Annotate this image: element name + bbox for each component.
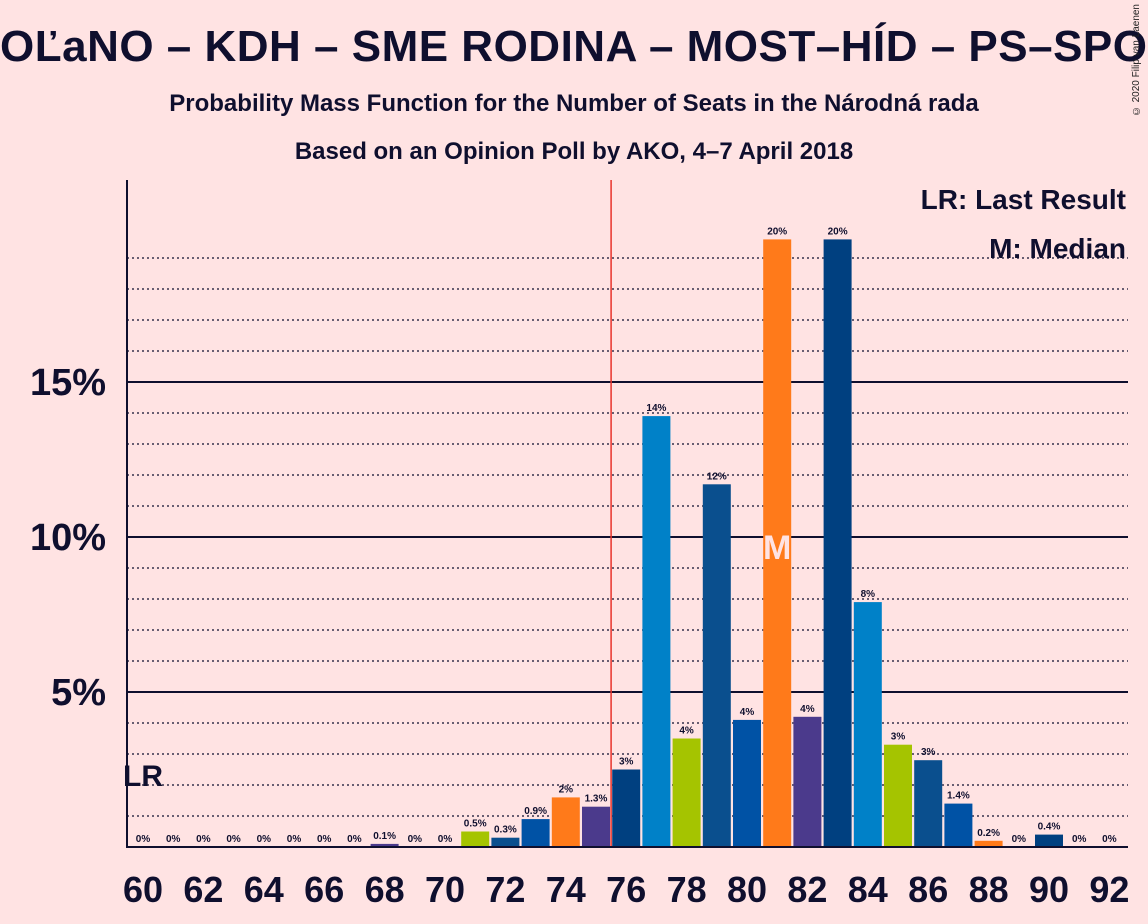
- bar-value-label: 1.3%: [585, 794, 608, 805]
- bar-value-label: 3%: [891, 732, 906, 743]
- bar-seat-78: [672, 738, 701, 847]
- median-marker: M: [763, 529, 791, 567]
- bar-value-label: 0%: [257, 834, 272, 845]
- x-tick-label: 82: [787, 869, 827, 910]
- bar-seat-85: [884, 744, 912, 847]
- bar-value-label: 4%: [679, 726, 694, 737]
- bar-value-label: 4%: [740, 707, 755, 718]
- bar-seat-79: [702, 484, 731, 847]
- chart-title: OĽaNO – KDH – SME RODINA – MOST–HÍD – PS…: [0, 22, 1148, 71]
- bar-value-label: 0%: [347, 834, 362, 845]
- bar-value-label: 0%: [408, 834, 423, 845]
- legend-median: M: Median: [989, 233, 1126, 264]
- x-tick-label: 90: [1029, 869, 1069, 910]
- bar-seat-68: [370, 843, 399, 847]
- bar-value-label: 14%: [646, 403, 666, 414]
- bar-value-label: 0.9%: [524, 806, 547, 817]
- x-tick-label: 78: [667, 869, 707, 910]
- chart-subtitle: Probability Mass Function for the Number…: [169, 90, 979, 117]
- bar-seat-71: [461, 831, 490, 847]
- x-tick-label: 62: [183, 869, 223, 910]
- bar-value-label: 0.2%: [977, 828, 1000, 839]
- bar-seat-86: [914, 760, 943, 847]
- bar-seat-73: [521, 819, 550, 847]
- bar-seat-76: [612, 769, 641, 847]
- bar-value-label: 0.4%: [1038, 822, 1061, 833]
- bar-value-label: 4%: [800, 704, 815, 715]
- bar-value-label: 3%: [619, 757, 634, 768]
- bar-value-label: 2%: [559, 784, 574, 795]
- bar-seat-83: [823, 239, 852, 847]
- bar-value-label: 0%: [136, 834, 151, 845]
- x-tick-label: 72: [485, 869, 525, 910]
- bar-value-label: 1.4%: [947, 791, 970, 802]
- bar-value-label: 0.5%: [464, 819, 487, 830]
- x-tick-label: 88: [969, 869, 1009, 910]
- bar-seat-88: [974, 840, 1003, 847]
- y-tick-label: 10%: [30, 517, 106, 559]
- x-tick-label: 68: [365, 869, 405, 910]
- x-tick-label: 80: [727, 869, 767, 910]
- bar-value-label: 0.3%: [494, 825, 517, 836]
- bar-value-label: 20%: [767, 226, 787, 237]
- x-tick-label: 92: [1089, 869, 1129, 910]
- bar-seat-90: [1035, 834, 1063, 847]
- y-tick-label: 15%: [30, 362, 106, 404]
- bar-value-label: 12%: [707, 471, 727, 482]
- bar-seat-82: [793, 716, 822, 847]
- bar-seat-80: [733, 719, 761, 847]
- bar-value-label: 0%: [1102, 834, 1117, 845]
- x-tick-label: 70: [425, 869, 465, 910]
- x-tick-label: 86: [908, 869, 948, 910]
- bar-seat-84: [853, 602, 882, 847]
- bar-value-label: 0%: [196, 834, 211, 845]
- x-tick-label: 60: [123, 869, 163, 910]
- bar-seat-81: [763, 239, 792, 847]
- last-result-marker: LR: [123, 760, 163, 793]
- legend-last-result: LR: Last Result: [921, 184, 1126, 215]
- y-tick-label: 5%: [51, 672, 106, 714]
- bar-value-label: 8%: [861, 589, 876, 600]
- x-tick-label: 64: [244, 869, 284, 910]
- bar-value-label: 0%: [166, 834, 181, 845]
- bar-value-label: 3%: [921, 747, 936, 758]
- bar-value-label: 0%: [287, 834, 302, 845]
- bar-value-label: 0%: [1012, 834, 1027, 845]
- bar-seat-77: [642, 416, 671, 847]
- bar-seat-87: [944, 803, 973, 847]
- bar-seat-72: [491, 837, 520, 847]
- x-tick-label: 84: [848, 869, 888, 910]
- x-tick-label: 66: [304, 869, 344, 910]
- bar-seat-74: [551, 797, 580, 847]
- bar-value-label: 0%: [438, 834, 453, 845]
- chart-subtitle-source: Based on an Opinion Poll by AKO, 4–7 Apr…: [294, 138, 854, 165]
- bar-value-label: 0%: [1072, 834, 1087, 845]
- bar-value-label: 0%: [317, 834, 332, 845]
- bar-value-label: 0.1%: [373, 831, 396, 842]
- x-tick-label: 74: [546, 869, 586, 910]
- x-tick-label: 76: [606, 869, 646, 910]
- bar-value-label: 20%: [828, 226, 848, 237]
- bar-value-label: 0%: [226, 834, 241, 845]
- bar-seat-75: [582, 806, 610, 847]
